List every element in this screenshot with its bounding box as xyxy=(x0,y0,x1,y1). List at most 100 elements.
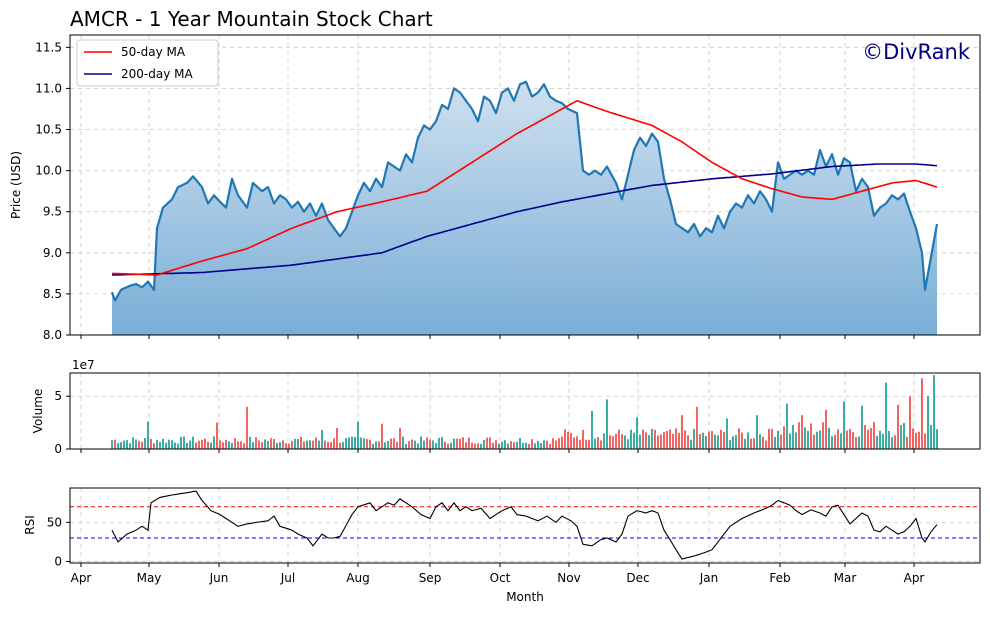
volume-bar xyxy=(360,437,362,449)
volume-bar xyxy=(573,437,575,449)
y-tick-label: 0 xyxy=(54,442,62,456)
volume-bar xyxy=(309,440,311,449)
volume-bar xyxy=(153,443,155,449)
volume-bar xyxy=(852,431,854,449)
volume-bar xyxy=(699,433,701,449)
volume-bar xyxy=(336,427,338,449)
volume-bar xyxy=(897,404,899,449)
volume-panel-frame xyxy=(69,372,981,450)
volume-bar xyxy=(498,443,500,449)
y-tick-label: 10.0 xyxy=(35,164,62,178)
volume-bar xyxy=(405,443,407,449)
volume-bar xyxy=(366,439,368,449)
volume-bar xyxy=(675,428,677,449)
volume-bar xyxy=(738,428,740,449)
volume-bar xyxy=(831,436,833,449)
volume-bar xyxy=(507,443,509,449)
volume-bar xyxy=(780,434,782,449)
volume-bar xyxy=(891,437,893,449)
volume-bar xyxy=(636,417,638,449)
volume-bar xyxy=(459,438,461,449)
volume-bar xyxy=(408,441,410,449)
volume-bar xyxy=(528,443,530,449)
volume-bar xyxy=(222,442,224,449)
volume-bar xyxy=(180,436,182,449)
volume-bar xyxy=(597,437,599,449)
volume-bar xyxy=(837,429,839,449)
volume-bar xyxy=(708,431,710,449)
volume-bar xyxy=(324,440,326,449)
volume-bar xyxy=(342,441,344,449)
volume-bar xyxy=(900,425,902,449)
legend: 50-day MA 200-day MA xyxy=(76,39,219,87)
volume-bar xyxy=(243,443,245,449)
x-tick-label: Jun xyxy=(209,571,229,585)
volume-bar xyxy=(531,439,533,449)
volume-bar xyxy=(171,440,173,449)
volume-bar xyxy=(189,440,191,449)
volume-bar xyxy=(519,437,521,449)
volume-bar xyxy=(501,441,503,449)
volume-bar xyxy=(357,421,359,449)
x-tick-label: Jul xyxy=(280,571,295,585)
volume-bar xyxy=(486,437,488,449)
volume-bar xyxy=(492,442,494,449)
volume-bar xyxy=(615,434,617,449)
volume-bar xyxy=(606,399,608,449)
volume-bar xyxy=(534,443,536,449)
volume-bar xyxy=(414,440,416,449)
volume-bar xyxy=(345,438,347,449)
volume-bar xyxy=(522,442,524,449)
volume-bar xyxy=(213,436,215,449)
volume-bar xyxy=(813,434,815,449)
x-tick-label: Jan xyxy=(699,571,719,585)
volume-bar xyxy=(546,440,548,449)
price-panel-frame xyxy=(69,34,981,336)
volume-bar xyxy=(144,438,146,449)
volume-bar xyxy=(768,428,770,449)
volume-bar xyxy=(720,429,722,449)
volume-bar xyxy=(894,435,896,449)
volume-bar xyxy=(648,435,650,449)
volume-bar xyxy=(594,438,596,449)
volume-bar xyxy=(798,422,800,449)
volume-bar xyxy=(504,440,506,449)
x-tick-label: Mar xyxy=(834,571,857,585)
volume-bar xyxy=(804,427,806,449)
volume-bar xyxy=(705,435,707,449)
volume-bar xyxy=(765,440,767,449)
volume-bar xyxy=(690,439,692,449)
y-tick-label: 9.5 xyxy=(43,205,62,219)
volume-bar xyxy=(468,437,470,449)
volume-bar xyxy=(423,440,425,449)
chart-title: AMCR - 1 Year Mountain Stock Chart xyxy=(70,7,433,31)
price-y-ticks: 8.0 8.5 9.0 9.5 10.0 10.5 11.0 11.5 xyxy=(35,40,70,342)
volume-bar xyxy=(762,436,764,449)
volume-bar xyxy=(354,436,356,449)
volume-bar xyxy=(186,443,188,449)
volume-bar xyxy=(384,442,386,449)
volume-bar xyxy=(141,441,143,449)
volume-bar xyxy=(429,439,431,449)
volume-bar xyxy=(654,429,656,449)
volume-scale-label: 1e7 xyxy=(72,358,95,372)
volume-bar xyxy=(927,396,929,449)
volume-bar xyxy=(318,440,320,449)
x-tick-label: Apr xyxy=(904,571,925,585)
volume-bar xyxy=(225,439,227,449)
volume-bar xyxy=(723,431,725,449)
volume-bar xyxy=(420,436,422,449)
volume-bar xyxy=(372,443,374,449)
volume-bar xyxy=(663,432,665,449)
volume-bar xyxy=(495,440,497,449)
ma-50-line xyxy=(111,99,938,276)
volume-bar xyxy=(558,438,560,449)
volume-bar xyxy=(450,442,452,449)
volume-bar xyxy=(930,425,932,449)
legend-box xyxy=(76,39,219,87)
volume-bar xyxy=(234,438,236,449)
volume-bar xyxy=(282,440,284,449)
volume-bar xyxy=(207,441,209,449)
volume-bar xyxy=(543,440,545,449)
volume-bar xyxy=(252,442,254,449)
